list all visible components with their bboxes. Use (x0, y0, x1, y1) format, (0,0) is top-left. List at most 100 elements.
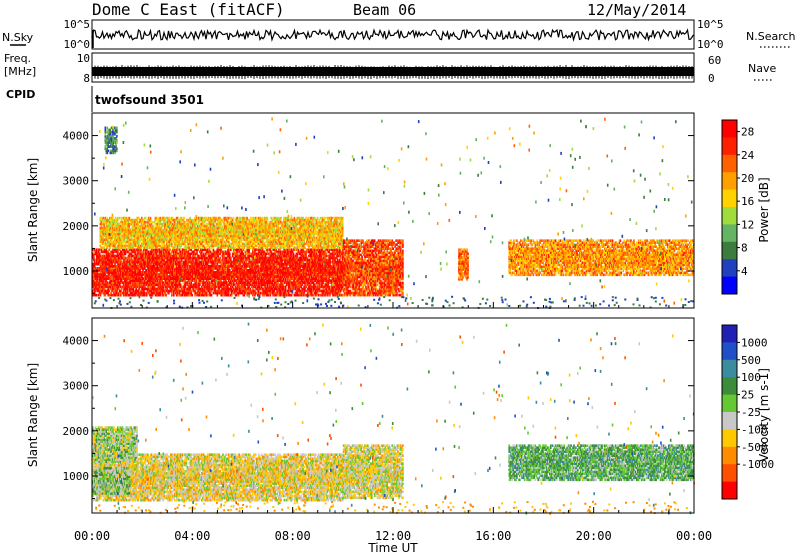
cell (202, 273, 205, 276)
cell (110, 277, 112, 280)
cell (143, 281, 145, 285)
cell (170, 269, 172, 272)
cell (111, 287, 113, 291)
cell (131, 264, 134, 268)
cell (138, 291, 140, 295)
cell (125, 262, 128, 266)
cell (123, 262, 126, 266)
cell (150, 271, 153, 274)
cell (205, 269, 208, 272)
cell (109, 258, 111, 262)
cell (103, 269, 106, 272)
cell (161, 281, 164, 285)
cell (154, 248, 157, 252)
cell (139, 252, 141, 256)
cell (148, 277, 150, 280)
cell (194, 267, 196, 270)
cell (93, 267, 96, 270)
cell (206, 269, 209, 272)
cell (204, 267, 207, 270)
cell (98, 256, 101, 260)
cell (168, 260, 170, 264)
cell (135, 248, 137, 252)
cell (196, 258, 198, 262)
cell (202, 277, 204, 280)
cell (169, 248, 171, 252)
cell (168, 254, 170, 258)
cell (195, 258, 197, 262)
cell (120, 275, 122, 278)
cell (191, 269, 193, 272)
cell (136, 293, 138, 297)
cell (175, 260, 177, 264)
cell (115, 267, 117, 270)
cell (168, 264, 170, 268)
cell (185, 258, 188, 262)
cell (185, 271, 188, 274)
cell (149, 289, 152, 293)
cell (194, 293, 196, 297)
cell (148, 275, 150, 278)
cell (93, 279, 95, 282)
cell (173, 293, 175, 297)
cell (202, 248, 204, 252)
cell (175, 248, 177, 252)
cell (186, 291, 189, 295)
cell (197, 267, 199, 270)
cell (172, 250, 174, 254)
cell (128, 285, 131, 289)
cell (128, 256, 131, 260)
cell (117, 279, 119, 282)
nave-tick-top: 60 (708, 54, 721, 67)
cell (93, 256, 95, 260)
cell (203, 293, 206, 297)
cell (123, 252, 126, 256)
cell (109, 279, 111, 282)
cell (161, 254, 164, 258)
cell (193, 267, 195, 270)
cell (202, 264, 205, 268)
cell (202, 293, 204, 297)
cell (153, 269, 156, 272)
cell (126, 269, 129, 272)
cell (201, 262, 203, 266)
cell (137, 264, 139, 268)
cell (121, 281, 124, 285)
cell (158, 291, 161, 295)
cell (121, 256, 124, 260)
cell (131, 291, 134, 295)
cell (93, 291, 95, 295)
cell (129, 277, 132, 280)
cell (184, 258, 187, 262)
cell (125, 285, 128, 289)
cell (124, 271, 127, 274)
cell (162, 275, 164, 278)
cell (120, 260, 123, 264)
cell (175, 264, 177, 268)
cell (94, 267, 97, 270)
cell (128, 252, 131, 256)
cell (174, 267, 176, 270)
cell (148, 271, 151, 274)
cell (163, 291, 165, 295)
cell (199, 275, 201, 278)
cell (116, 277, 118, 280)
cell (102, 264, 105, 268)
cell (175, 254, 178, 258)
cell (98, 269, 101, 272)
cell (118, 293, 120, 297)
cell (161, 283, 164, 287)
cell (179, 264, 182, 268)
cell (179, 279, 182, 282)
cell (136, 264, 138, 268)
cell (99, 293, 102, 297)
cell (186, 281, 189, 285)
cell (149, 271, 152, 274)
cell (187, 275, 190, 278)
cell (145, 260, 147, 264)
cell (162, 260, 164, 264)
cell (207, 275, 210, 278)
cell (164, 287, 166, 291)
cell (152, 283, 155, 287)
cell (183, 252, 186, 256)
